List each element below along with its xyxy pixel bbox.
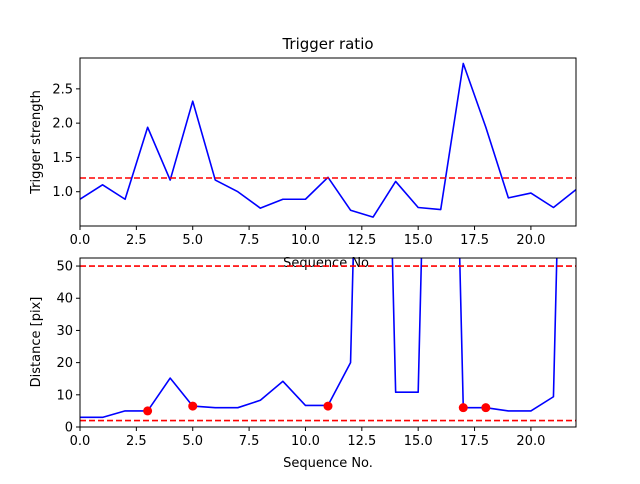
x-tick-label: 12.5 bbox=[347, 434, 376, 449]
x-tick-label: 17.5 bbox=[460, 434, 489, 449]
y-axis-label-bottom: Distance [pix] bbox=[29, 297, 44, 388]
x-tick-label: 20.0 bbox=[516, 233, 545, 248]
trigger-marker bbox=[188, 401, 198, 411]
y-tick-label: 2.5 bbox=[52, 82, 73, 97]
y-tick-label: 40 bbox=[56, 292, 73, 307]
x-tick-label: 0.0 bbox=[70, 233, 91, 248]
distance-panel: Sequence No. Distance [pix] 0.0 2.5 5.0 7.5… bbox=[29, 257, 577, 471]
chart-title: Trigger ratio bbox=[281, 35, 373, 53]
plot-area bbox=[80, 258, 576, 422]
y-tick-label: 10 bbox=[56, 388, 73, 403]
trigger-marker bbox=[458, 403, 468, 413]
x-tick-label: 20.0 bbox=[516, 434, 545, 449]
x-tick-label: 15.0 bbox=[404, 434, 433, 449]
x-tick-label: 10.0 bbox=[291, 233, 320, 248]
x-tick-label: 10.0 bbox=[291, 434, 320, 449]
axes-frame bbox=[79, 257, 577, 428]
y-tick-label: 30 bbox=[56, 324, 73, 339]
x-tick-label: 7.5 bbox=[239, 434, 260, 449]
y-tick-label: 50 bbox=[56, 260, 73, 275]
x-axis-label-top: Sequence No. bbox=[283, 256, 373, 271]
plot-area bbox=[80, 62, 576, 218]
y-tick-label: 1.5 bbox=[52, 151, 73, 166]
y-axis-label-top: Trigger strength bbox=[29, 90, 44, 195]
x-tick-label: 15.0 bbox=[404, 233, 433, 248]
x-tick-label: 0.0 bbox=[70, 434, 91, 449]
x-tick-label: 12.5 bbox=[347, 233, 376, 248]
trigger-marker bbox=[481, 403, 491, 413]
y-tick-label: 1.0 bbox=[52, 185, 73, 200]
trigger-ratio-panel: Trigger ratio Sequence No. Trigger stren… bbox=[29, 35, 577, 271]
y-tick-label: 0 bbox=[65, 421, 73, 436]
x-tick-label: 5.0 bbox=[182, 434, 203, 449]
x-tick-label: 17.5 bbox=[460, 233, 489, 248]
trigger-marker bbox=[143, 406, 153, 416]
x-tick-label: 7.5 bbox=[239, 233, 260, 248]
y-tick-label: 20 bbox=[56, 356, 73, 371]
axes-frame bbox=[79, 57, 577, 227]
x-axis-label-bottom: Sequence No. bbox=[283, 456, 373, 471]
x-tick-label: 2.5 bbox=[126, 434, 147, 449]
y-tick-label: 2.0 bbox=[52, 117, 73, 132]
x-tick-label: 2.5 bbox=[126, 233, 147, 248]
trigger-marker bbox=[323, 401, 333, 411]
x-tick-label: 5.0 bbox=[182, 233, 203, 248]
